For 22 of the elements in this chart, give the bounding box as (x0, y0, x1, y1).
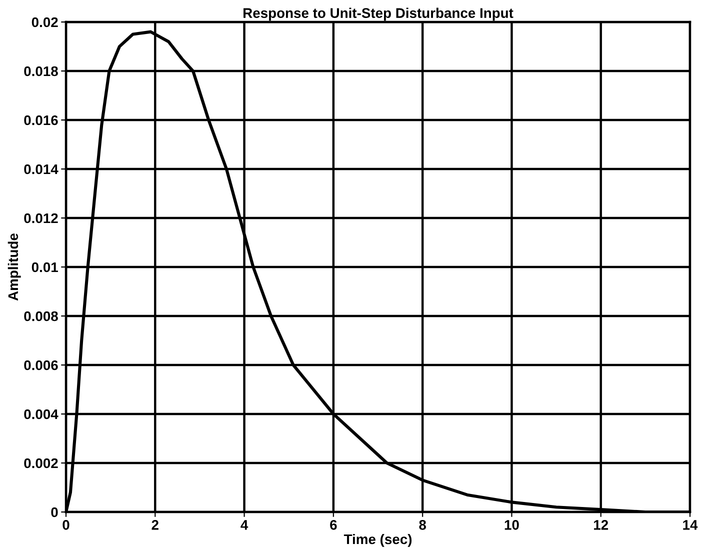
y-tick-label: 0.01 (32, 262, 58, 272)
y-tick-label: 0.006 (24, 360, 58, 370)
y-tick-label: 0.012 (24, 213, 58, 224)
y-tick-label: 0.008 (24, 311, 58, 322)
x-axis-title: Time (sec) (344, 534, 412, 547)
x-tick-label: 8 (419, 520, 426, 530)
y-axis-title: Amplitude (8, 234, 21, 301)
x-tick-label: 0 (62, 520, 70, 530)
chart-title: Response to Unit-Step Disturbance Input (244, 8, 514, 21)
x-tick-label: 12 (594, 520, 608, 530)
y-tick-label: 0.02 (32, 17, 58, 28)
x-tick-label: 4 (240, 520, 248, 530)
y-tick-label: 0 (51, 507, 58, 518)
y-tick-label: 0.018 (24, 66, 58, 76)
y-tick-label: 0.004 (24, 409, 58, 420)
x-tick-label: 10 (504, 520, 519, 530)
x-tick-label: 2 (152, 520, 158, 530)
x-tick-label: 6 (330, 520, 337, 530)
y-tick-label: 0.002 (24, 458, 58, 468)
x-tick-label: 14 (683, 520, 698, 530)
y-tick-label: 0.014 (24, 164, 58, 174)
y-tick-label: 0.016 (24, 115, 58, 126)
